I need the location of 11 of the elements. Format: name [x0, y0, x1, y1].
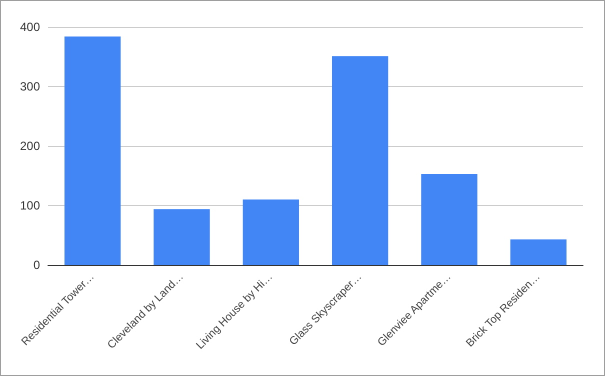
y-tick-label: 100: [20, 198, 40, 212]
bar: [64, 36, 121, 265]
y-tick-label: 300: [20, 80, 40, 94]
bar: [332, 56, 388, 265]
bar: [242, 200, 300, 265]
bar: [421, 174, 478, 265]
bar: [510, 239, 567, 265]
y-tick-label: 0: [33, 258, 40, 272]
y-tick-label: 200: [20, 139, 40, 153]
bar: [154, 209, 210, 265]
y-tick-label: 400: [20, 20, 40, 34]
